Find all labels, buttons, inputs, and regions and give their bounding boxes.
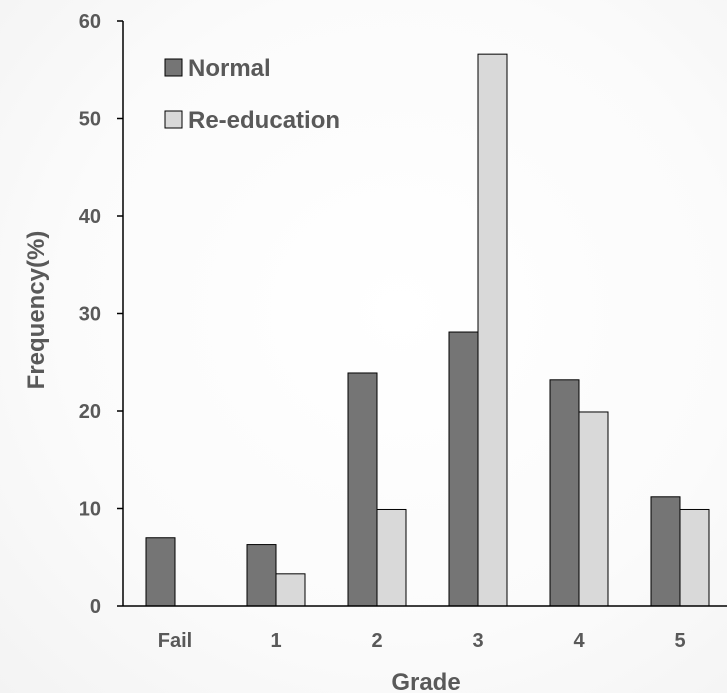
- x-tick-label-fail: Fail: [158, 630, 192, 652]
- bar-normal-1: [246, 544, 277, 607]
- legend-label-re-education: Re-education: [188, 107, 340, 134]
- bar-re-education-3: [477, 53, 508, 607]
- bar-re-education-4: [578, 411, 609, 607]
- x-tick-label-1: 1: [270, 630, 281, 652]
- bars-group: [145, 53, 710, 607]
- bar-re-education-2: [376, 508, 407, 607]
- x-tick-label-5: 5: [674, 630, 685, 652]
- x-tick-label-4: 4: [573, 630, 585, 652]
- legend: Normal Re-education: [164, 55, 340, 134]
- y-tick-label-0: 0: [90, 596, 101, 618]
- y-tick-label-30: 30: [79, 304, 101, 326]
- bar-re-education-1: [275, 573, 306, 607]
- y-ticks-group: 0 10 20 30 40 50 60: [79, 11, 123, 618]
- x-tick-label-2: 2: [371, 630, 382, 652]
- legend-label-normal: Normal: [188, 55, 271, 82]
- bar-normal-5: [650, 496, 681, 607]
- y-tick-label-40: 40: [79, 206, 101, 228]
- bar-normal-3: [448, 331, 479, 607]
- x-ticks-group: Fail 1 2 3 4 5: [158, 630, 686, 652]
- x-tick-label-3: 3: [472, 630, 483, 652]
- legend-swatch-normal: [164, 58, 183, 77]
- y-tick-label-60: 60: [79, 11, 101, 33]
- bar-re-education-5: [679, 508, 710, 607]
- x-axis-title: Grade: [391, 669, 460, 693]
- y-tick-label-50: 50: [79, 109, 101, 131]
- y-axis-title: Frequency(%): [23, 231, 50, 390]
- y-tick-label-20: 20: [79, 401, 101, 423]
- bar-normal-2: [347, 372, 378, 607]
- legend-swatch-re-education: [164, 110, 183, 129]
- y-tick-label-10: 10: [79, 499, 101, 521]
- bar-normal-fail: [145, 537, 176, 607]
- bar-normal-4: [549, 379, 580, 607]
